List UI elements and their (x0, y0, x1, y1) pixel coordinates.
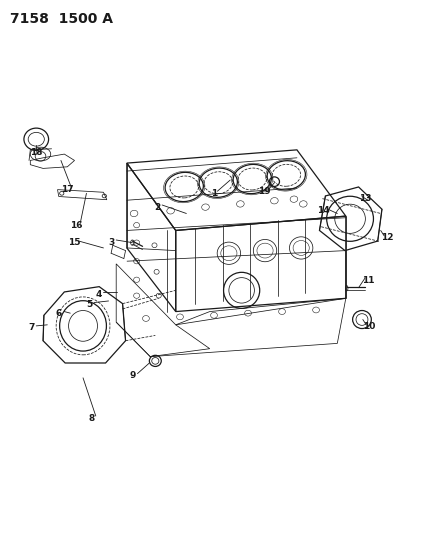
Text: 6: 6 (56, 309, 62, 318)
Text: 5: 5 (87, 300, 93, 309)
Text: 8: 8 (89, 414, 95, 423)
Text: 17: 17 (61, 185, 74, 194)
Text: 1: 1 (211, 189, 217, 198)
Text: 4: 4 (95, 289, 101, 298)
Text: 13: 13 (359, 194, 371, 203)
Text: 18: 18 (30, 148, 42, 157)
Text: 12: 12 (381, 233, 394, 243)
Text: 16: 16 (70, 221, 82, 230)
Text: 7: 7 (29, 323, 35, 332)
Text: 14: 14 (318, 206, 330, 215)
Text: 2: 2 (155, 203, 161, 212)
Text: 9: 9 (129, 371, 136, 380)
Text: 3: 3 (108, 238, 114, 247)
Text: 10: 10 (363, 322, 375, 332)
Text: 19: 19 (258, 187, 270, 196)
Text: 15: 15 (68, 238, 81, 247)
Text: 7158  1500 A: 7158 1500 A (10, 12, 113, 26)
Text: 11: 11 (362, 276, 374, 285)
